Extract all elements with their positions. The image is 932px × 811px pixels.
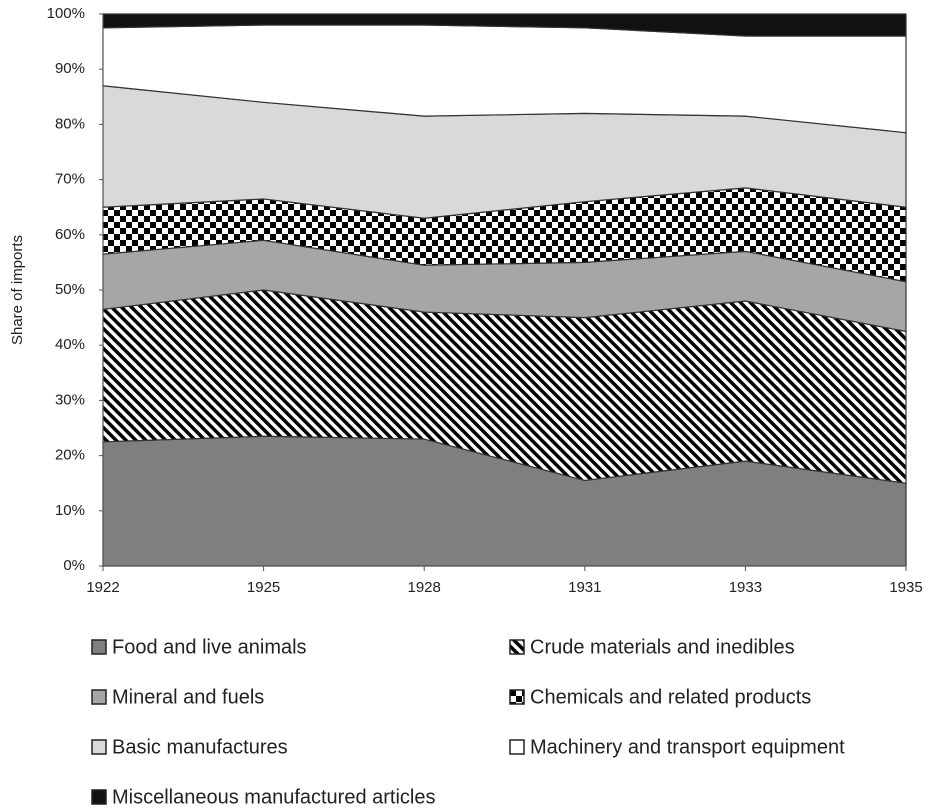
legend-swatch [91,789,107,805]
y-tick-label: 100% [47,5,85,22]
y-tick-label: 20% [55,447,85,464]
y-tick-label: 10% [55,502,85,519]
x-tick-label: 1925 [247,579,280,596]
legend-swatch [509,689,525,705]
x-tick-label: 1931 [568,579,601,596]
area [102,13,907,37]
legend-swatch [91,689,107,705]
y-tick-label: 30% [55,391,85,408]
x-tick-label: 1933 [729,579,762,596]
y-tick-label: 90% [55,60,85,77]
y-tick-label: 70% [55,171,85,188]
x-tick-label: 1928 [408,579,441,596]
legend-label: Crude materials and inedibles [530,636,795,658]
legend-swatch [509,739,525,755]
legend-label: Basic manufactures [112,736,288,758]
y-tick-label: 60% [55,226,85,243]
legend-label: Mineral and fuels [112,686,264,708]
y-tick-label: 80% [55,115,85,132]
legend-label: Miscellaneous manufactured articles [112,786,436,808]
legend-label: Machinery and transport equipment [530,736,845,758]
legend-swatch [91,639,107,655]
x-tick-label: 1922 [86,579,119,596]
y-tick-label: 0% [63,557,85,574]
y-tick-label: 40% [55,336,85,353]
legend-swatch [91,739,107,755]
y-tick-label: 50% [55,281,85,298]
y-axis-label: Share of imports [9,235,26,345]
legend-swatch [509,639,525,655]
legend-label: Chemicals and related products [530,686,811,708]
legend-label: Food and live animals [112,636,307,658]
x-tick-label: 1935 [889,579,922,596]
